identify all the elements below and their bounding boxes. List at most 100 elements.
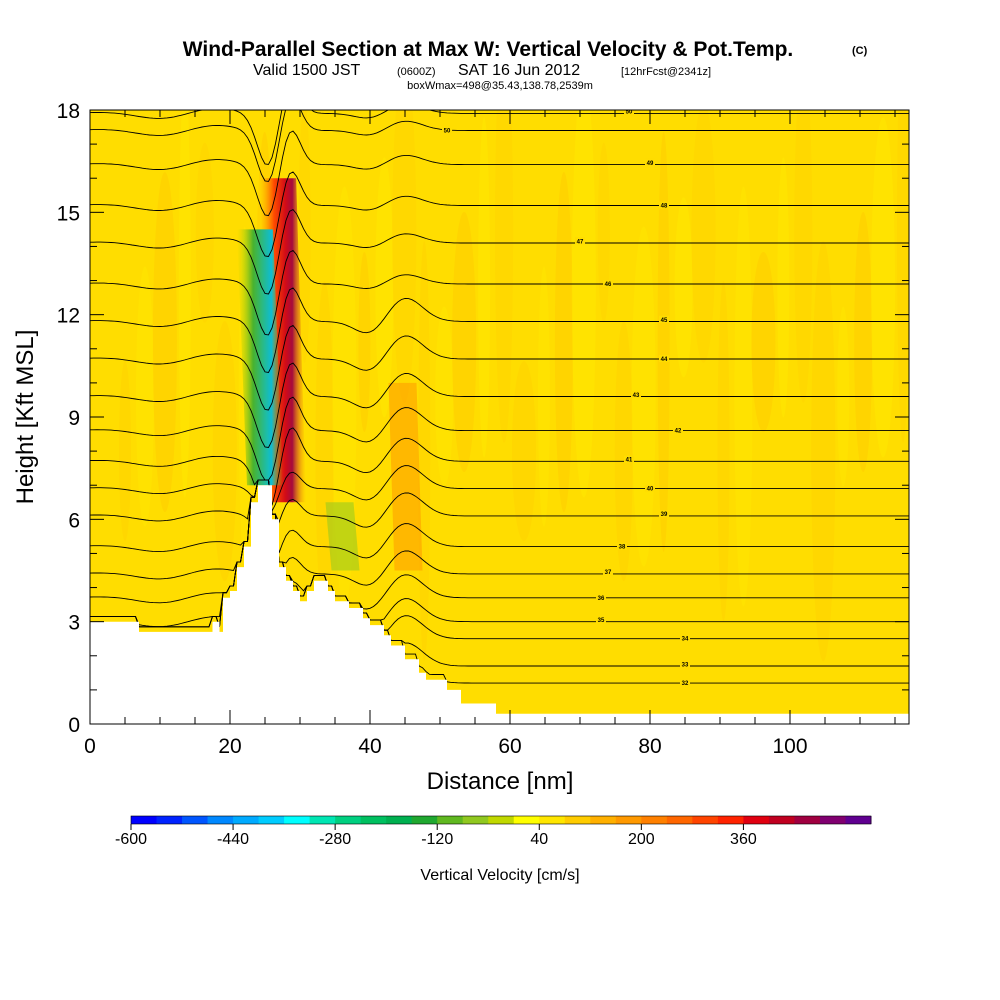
colorbar-tick-label: -440 [217, 831, 249, 848]
texture-streak [212, 321, 237, 582]
texture-streak [657, 131, 670, 552]
x-axis-label: Distance [nm] [427, 768, 574, 795]
theta-contour [90, 479, 909, 684]
x-tick-label: 100 [772, 735, 807, 758]
contour-label: 46 [605, 282, 612, 288]
contour-label-bg [442, 126, 452, 134]
theta-contour [90, 479, 909, 528]
contour-label: 44 [661, 357, 668, 363]
contour-label-bg [631, 390, 641, 398]
colorbar-swatch [182, 816, 209, 824]
colorbar-swatch [743, 816, 770, 824]
texture-streak [178, 110, 191, 498]
x-tick-label: 20 [218, 735, 241, 758]
contour-label-bg [659, 510, 669, 518]
y-tick-label: 18 [57, 100, 80, 123]
theta-contour [90, 479, 909, 559]
colorbar-frame [130, 815, 872, 825]
contour-label: 42 [675, 429, 682, 435]
theta-contour [90, 465, 909, 513]
colorbar-swatch [156, 816, 183, 824]
colorbar-tick-label: -120 [421, 831, 453, 848]
colorbar-tick-label: -280 [319, 831, 351, 848]
x-tick-label: 0 [84, 735, 96, 758]
colorbar-swatch [564, 816, 591, 824]
contour-label: 45 [661, 318, 668, 324]
texture-streak [358, 251, 371, 432]
texture-streak [751, 251, 776, 432]
texture-streak [614, 321, 633, 582]
contour-label-bg [680, 679, 690, 687]
contour-label-bg [603, 279, 613, 287]
colorbar-swatch [131, 816, 158, 824]
y-axis-label: Height [Kft MSL] [12, 330, 39, 505]
theta-contour [90, 130, 909, 217]
contour-label: 32 [682, 681, 689, 687]
y-tick-label: 6 [68, 509, 80, 532]
texture-streak [897, 110, 909, 443]
contour-label: 33 [682, 662, 689, 668]
colorbar-swatch [411, 816, 438, 824]
contour-label-bg [645, 158, 655, 166]
colorbar-tick-label: -600 [115, 831, 147, 848]
contour-label: 35 [598, 618, 605, 624]
texture-streak [392, 110, 417, 403]
colorbar-swatch [513, 816, 540, 824]
texture-streak [152, 171, 177, 512]
downdraft-region [325, 502, 360, 571]
colorbar-tick-label: 200 [628, 831, 655, 848]
colorbar-label: Vertical Velocity [cm/s] [420, 867, 579, 884]
texture-streak [691, 110, 716, 363]
y-tick-label: 9 [68, 407, 80, 430]
texture-streak [512, 361, 536, 542]
colorbar-swatch [309, 816, 336, 824]
contour-label-bg [659, 315, 669, 323]
title-main: Wind-Parallel Section at Max W: Vertical… [183, 38, 794, 61]
contour-label-bg [596, 615, 606, 623]
x-tick-label: 60 [498, 735, 521, 758]
contour-label: 40 [647, 487, 654, 493]
x-tick-label: 40 [358, 735, 381, 758]
texture-streak [794, 110, 813, 403]
contour-label: 38 [619, 545, 626, 551]
theta-contour [90, 110, 909, 165]
contour-label-bg [624, 455, 634, 463]
colorbar-swatch [258, 816, 285, 824]
contour-label-bg [575, 237, 585, 245]
theta-contour [90, 396, 909, 481]
colorbar-swatch [233, 816, 260, 824]
contour-label: 36 [598, 596, 605, 602]
colorbar-swatch [539, 816, 566, 824]
texture-streak [571, 110, 596, 498]
contour-label: 37 [605, 570, 612, 576]
colorbar-swatch [845, 816, 872, 824]
colorbar-swatch [360, 816, 387, 824]
contour-label: 48 [661, 204, 668, 210]
contour-label-bg [596, 593, 606, 601]
colorbar-swatch [717, 816, 744, 824]
texture-streak [777, 157, 790, 418]
title-copyright-mark: (C) [852, 45, 868, 57]
colorbar-swatch [794, 816, 821, 824]
texture-streak [554, 171, 573, 512]
texture-streak [119, 361, 131, 542]
theta-contour [90, 249, 909, 336]
texture-streak [332, 186, 357, 607]
valid-date: SAT 16 Jun 2012 [458, 62, 580, 79]
colorbar-swatch [590, 816, 617, 824]
texture-streak [452, 211, 477, 472]
colorbar-swatch [615, 816, 642, 824]
contour-label: 50 [626, 110, 633, 116]
colorbar-swatch [692, 816, 719, 824]
terrain [90, 485, 909, 724]
colorbar-tick-label: 360 [730, 831, 757, 848]
theta-contour [90, 427, 909, 506]
theta-contour [90, 324, 909, 411]
texture-streak [195, 142, 214, 323]
colorbar-swatch [207, 816, 234, 824]
texture-streak [674, 197, 693, 378]
colorbar-swatch [335, 816, 362, 824]
colorbar-tick-label: 40 [530, 831, 548, 848]
contour-label-bg [680, 660, 690, 668]
